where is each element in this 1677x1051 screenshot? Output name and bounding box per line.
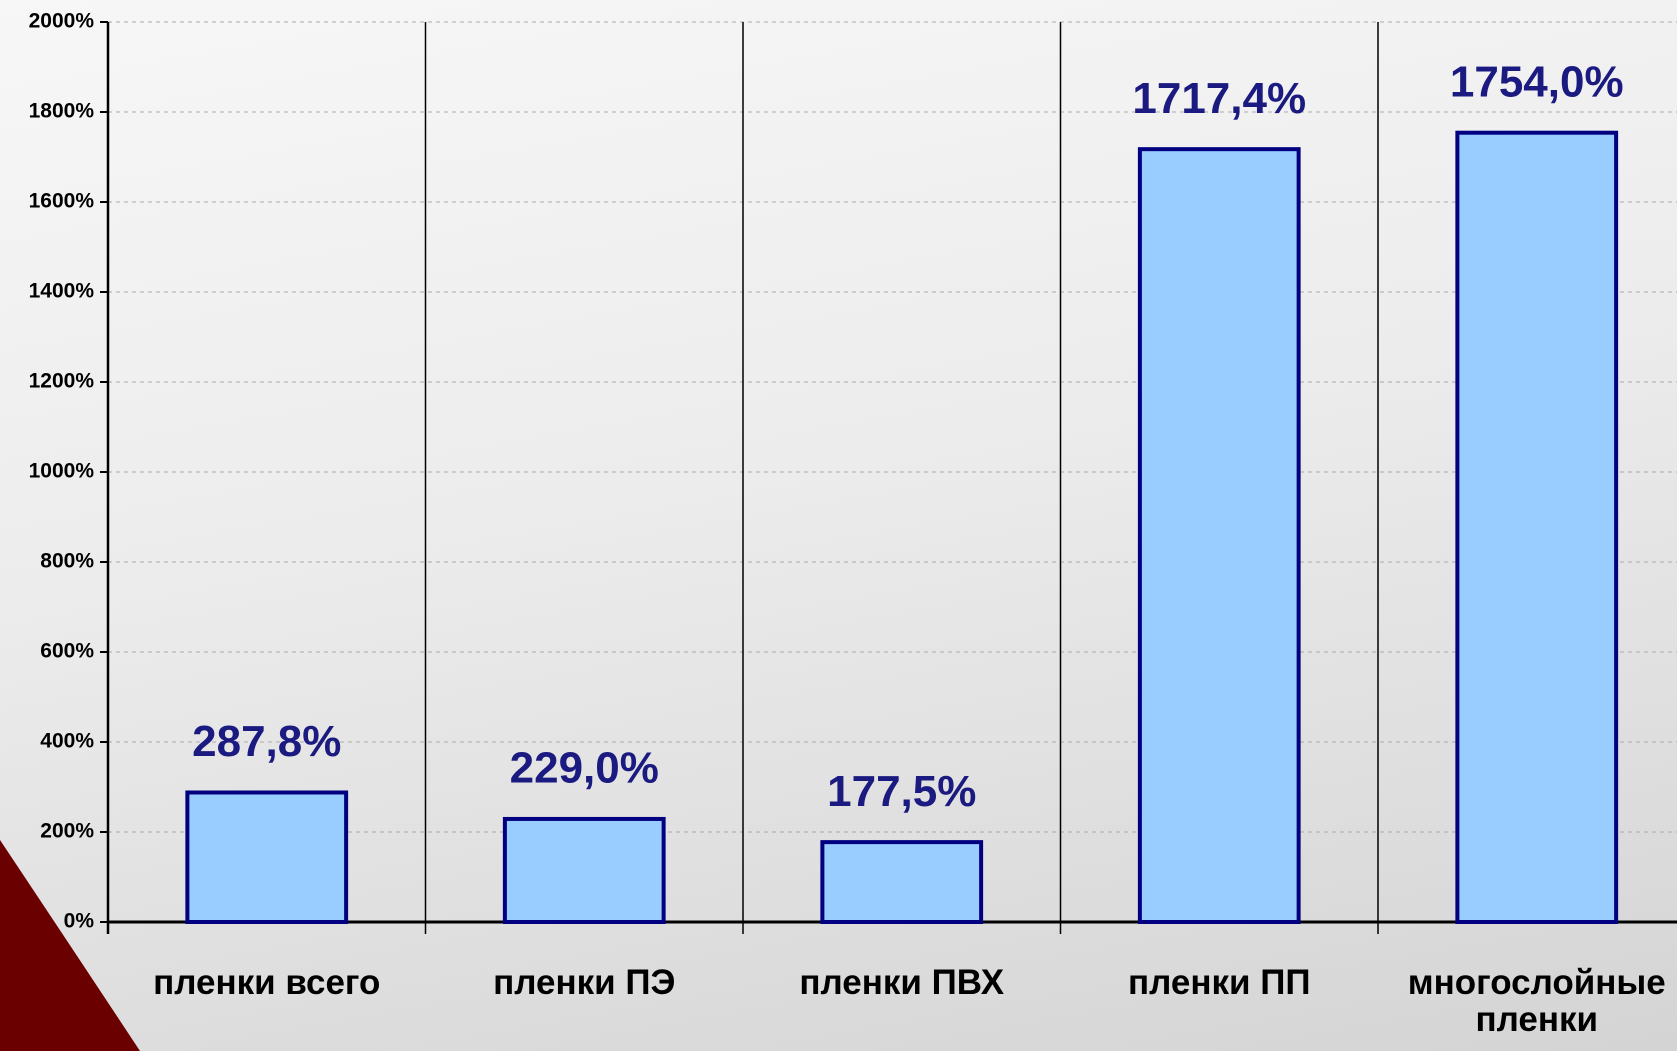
slide: 0% 200% 400% 600% 800% 1000% 1200% 1400% 1600% 18… bbox=[0, 0, 1677, 1051]
y-tick-label: 2000% bbox=[29, 10, 95, 33]
bar bbox=[822, 842, 981, 922]
value-label: 1717,4% bbox=[1132, 74, 1306, 123]
x-tick-label: пленки ПП bbox=[1061, 965, 1379, 1002]
bar bbox=[1140, 149, 1299, 922]
y-tick-label: 800% bbox=[40, 550, 94, 573]
bar bbox=[505, 819, 664, 922]
y-tick-label: 400% bbox=[40, 730, 94, 753]
x-tick-label: пленки ПВХ bbox=[743, 965, 1061, 1002]
y-tick-label: 1200% bbox=[29, 370, 95, 393]
value-label: 1754,0% bbox=[1450, 57, 1624, 106]
y-tick-label: 1400% bbox=[29, 280, 95, 303]
value-label: 229,0% bbox=[510, 744, 659, 793]
value-label: 177,5% bbox=[827, 767, 976, 816]
x-tick-label: пленки всего bbox=[108, 965, 426, 1002]
x-tick-label: пленки ПЭ bbox=[426, 965, 744, 1002]
chart: 0% 200% 400% 600% 800% 1000% 1200% 1400% 1600% 18… bbox=[0, 0, 1677, 1051]
x-tick-label: многослойные пленки bbox=[1378, 965, 1677, 1039]
y-tick-label: 1600% bbox=[29, 190, 95, 213]
y-tick-label: 0% bbox=[64, 910, 95, 933]
y-tick-label: 1800% bbox=[29, 100, 95, 123]
y-tick-label: 600% bbox=[40, 640, 94, 663]
decoration bbox=[0, 840, 140, 1051]
bar bbox=[1457, 133, 1616, 922]
bar bbox=[187, 792, 346, 922]
y-tick-label: 200% bbox=[40, 820, 94, 843]
y-tick-label: 1000% bbox=[29, 460, 95, 483]
value-label: 287,8% bbox=[192, 717, 341, 766]
